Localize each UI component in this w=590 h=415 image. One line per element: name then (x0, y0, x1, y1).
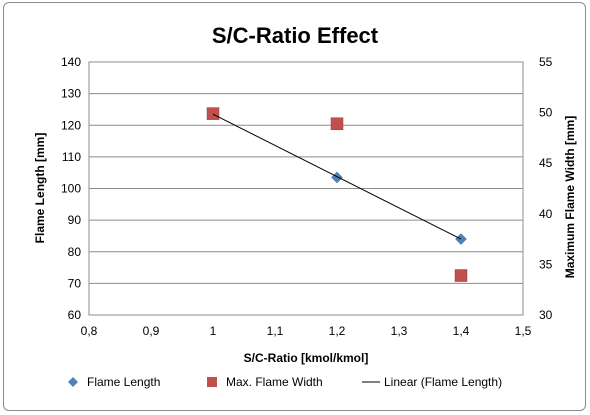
x-tick-label: 0,9 (143, 324, 160, 338)
y-tick-label: 130 (61, 87, 81, 101)
y-tick-label: 100 (61, 182, 81, 196)
y2-tick-label: 50 (539, 106, 553, 120)
legend-item: Linear (Flame Length) (362, 375, 502, 389)
legend-label: Flame Length (87, 375, 160, 389)
data-point-diamond (332, 172, 343, 183)
y2-tick-label: 35 (539, 257, 553, 271)
y-tick-label: 90 (68, 213, 82, 227)
x-tick-label: 0,8 (81, 324, 98, 338)
y-tick-label: 80 (68, 245, 82, 259)
x-tick-label: 1,5 (515, 324, 532, 338)
y-axis-title: Flame Length [mm] (33, 133, 47, 244)
data-point-square (331, 118, 343, 130)
x-tick-label: 1,4 (453, 324, 470, 338)
legend-item: Flame Length (68, 375, 160, 389)
x-tick-label: 1,1 (267, 324, 284, 338)
y-tick-labels: 60 70 80 90 100 110 120 130 140 (61, 55, 81, 322)
y2-tick-label: 40 (539, 207, 553, 221)
y-tick-label: 110 (62, 150, 81, 164)
y2-tick-label: 30 (539, 308, 553, 322)
series-max-flame-width (207, 108, 467, 282)
x-tick-label: 1 (210, 324, 217, 338)
legend-item: Max. Flame Width (207, 375, 323, 389)
x-axis-title: S/C-Ratio [kmol/kmol] (244, 351, 369, 365)
data-point-square (207, 108, 219, 120)
legend: Flame Length Max. Flame Width Linear (Flam… (68, 375, 502, 389)
x-tick-label: 1,3 (391, 324, 408, 338)
x-tick-label: 1,2 (329, 324, 346, 338)
data-point-square (455, 270, 467, 282)
y-tick-label: 60 (68, 308, 82, 322)
y2-axis-title: Maximum Flame Width [mm] (563, 116, 577, 279)
legend-label: Linear (Flame Length) (384, 375, 502, 389)
y-tick-label: 70 (68, 276, 82, 290)
legend-square-icon (207, 377, 217, 387)
legend-label: Max. Flame Width (226, 375, 323, 389)
legend-diamond-icon (68, 377, 78, 387)
series-layer (207, 108, 467, 282)
y-tick-label: 120 (61, 118, 81, 132)
y-tick-label: 140 (61, 55, 81, 69)
x-tick-labels: 0,8 0,9 1 1,1 1,2 1,3 1,4 1,5 (81, 324, 532, 338)
y2-tick-label: 45 (539, 156, 553, 170)
y2-tick-label: 55 (539, 55, 553, 69)
chart-title: S/C-Ratio Effect (212, 23, 379, 48)
y2-tick-labels: 30 35 40 45 50 55 (539, 55, 553, 322)
